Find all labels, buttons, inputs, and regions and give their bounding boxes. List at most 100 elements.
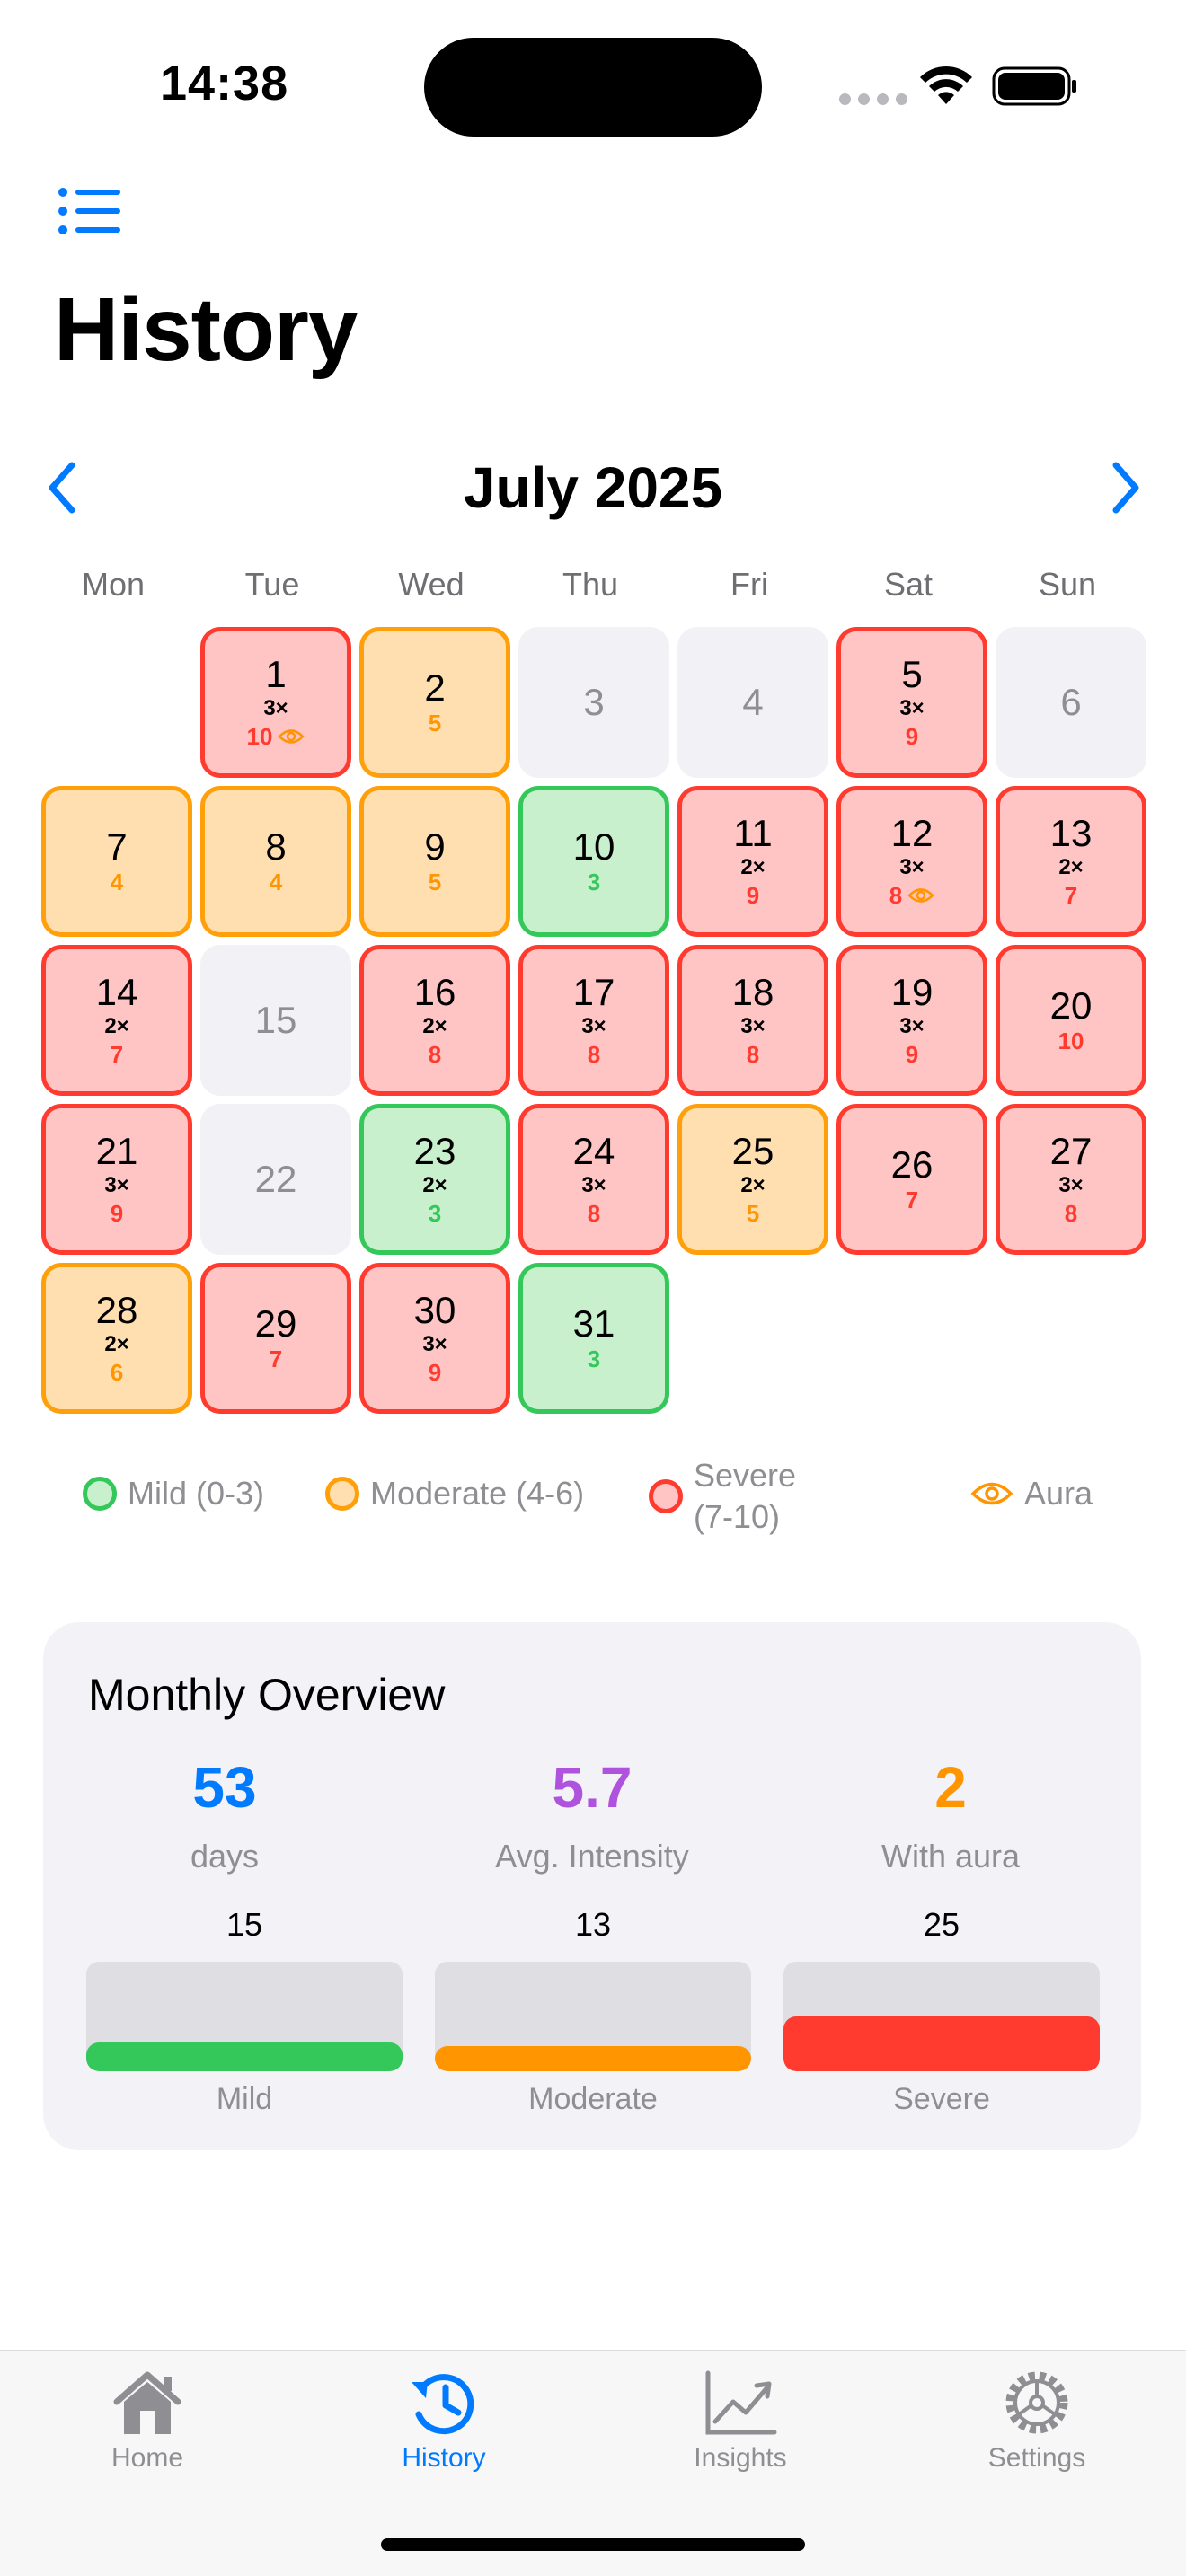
chart-trend-icon xyxy=(705,2370,777,2435)
calendar-day-3[interactable]: 3 xyxy=(518,627,669,778)
legend-mild: Mild (0-3) xyxy=(83,1475,264,1513)
stat-days: 53 days xyxy=(63,1755,386,1875)
tab-history[interactable]: History xyxy=(354,2368,534,2474)
stat-label: With aura xyxy=(881,1838,1021,1875)
calendar-day-10[interactable]: 10 3 xyxy=(518,786,669,937)
intensity-value: 7 xyxy=(905,1187,919,1213)
intensity-value: 5 xyxy=(428,710,442,737)
calendar-day-1[interactable]: 1 3× 10 xyxy=(200,627,351,778)
calendar-day-27[interactable]: 27 3× 8 xyxy=(996,1104,1146,1255)
intensity-score: 4 xyxy=(270,868,282,896)
legend-severe-range: (7-10) xyxy=(694,1498,781,1535)
calendar-day-25[interactable]: 25 2× 5 xyxy=(677,1104,828,1255)
weekday-label: Fri xyxy=(730,566,768,603)
intensity-score: 5 xyxy=(747,1199,759,1228)
tab-home[interactable]: Home xyxy=(58,2368,237,2474)
day-number: 31 xyxy=(572,1302,615,1345)
calendar-day-17[interactable]: 17 3× 8 xyxy=(518,945,669,1096)
bar-severe: 25 Severe xyxy=(783,1906,1100,2117)
tab-label: Home xyxy=(111,2443,184,2473)
tab-insights[interactable]: Insights xyxy=(651,2368,830,2474)
calendar-day-5[interactable]: 5 3× 9 xyxy=(836,627,987,778)
list-menu-button[interactable] xyxy=(58,187,122,235)
calendar-day-4[interactable]: 4 xyxy=(677,627,828,778)
day-number: 16 xyxy=(413,971,456,1013)
tab-settings[interactable]: Settings xyxy=(947,2368,1127,2474)
calendar-day-16[interactable]: 16 2× 8 xyxy=(359,945,510,1096)
episode-count: 3× xyxy=(740,1014,766,1038)
day-number: 6 xyxy=(1060,681,1082,723)
calendar-day-11[interactable]: 11 2× 9 xyxy=(677,786,828,937)
bar-fill xyxy=(435,2045,751,2071)
calendar-day-22[interactable]: 22 xyxy=(200,1104,351,1255)
intensity-value: 8 xyxy=(746,1041,760,1068)
home-indicator xyxy=(381,2538,805,2551)
stat-label: days xyxy=(190,1838,260,1875)
calendar-day-19[interactable]: 19 3× 9 xyxy=(836,945,987,1096)
day-number: 21 xyxy=(95,1130,138,1172)
calendar-day-13[interactable]: 13 2× 7 xyxy=(996,786,1146,937)
calendar-day-30[interactable]: 30 3× 9 xyxy=(359,1263,510,1414)
calendar-day-20[interactable]: 20 10 xyxy=(996,945,1146,1096)
intensity-value: 7 xyxy=(1064,882,1078,909)
day-number: 12 xyxy=(890,812,934,854)
calendar-day-28[interactable]: 28 2× 6 xyxy=(41,1263,192,1414)
calendar-day-26[interactable]: 26 7 xyxy=(836,1104,987,1255)
intensity-score: 6 xyxy=(111,1358,123,1387)
episode-count: 2× xyxy=(740,855,766,879)
calendar-grid: 1 3× 10 2 5 3 4 5 3× 9 6 7 4 8 4 9 5 10 3 11 2× 9 12 3× 8 13 2× 7 14… xyxy=(41,627,1146,1414)
episode-count: 2× xyxy=(740,1173,766,1197)
calendar-day-15[interactable]: 15 xyxy=(200,945,351,1096)
day-number: 4 xyxy=(742,681,764,723)
bar-track xyxy=(435,1962,751,2071)
bar-track xyxy=(86,1962,403,2071)
legend-aura: Aura xyxy=(970,1475,1093,1513)
intensity-value: 9 xyxy=(905,1041,919,1068)
intensity-value: 5 xyxy=(428,869,442,895)
calendar-day-24[interactable]: 24 3× 8 xyxy=(518,1104,669,1255)
day-number: 28 xyxy=(95,1289,138,1331)
intensity-score: 7 xyxy=(270,1345,282,1373)
day-number: 7 xyxy=(106,825,128,868)
intensity-score: 9 xyxy=(429,1358,441,1387)
status-bar: 14:38 xyxy=(0,0,1186,171)
day-number: 13 xyxy=(1049,812,1093,854)
calendar-day-14[interactable]: 14 2× 7 xyxy=(41,945,192,1096)
intensity-value: 8 xyxy=(587,1200,601,1227)
episode-count: 2× xyxy=(422,1173,447,1197)
intensity-score: 3 xyxy=(588,868,600,896)
intensity-score: 8 xyxy=(747,1040,759,1069)
calendar-day-6[interactable]: 6 xyxy=(996,627,1146,778)
calendar-day-18[interactable]: 18 3× 8 xyxy=(677,945,828,1096)
gear-icon xyxy=(1005,2371,1068,2434)
intensity-value: 4 xyxy=(269,869,283,895)
calendar-day-21[interactable]: 21 3× 9 xyxy=(41,1104,192,1255)
status-time: 14:38 xyxy=(160,57,289,110)
intensity-value: 9 xyxy=(428,1359,442,1386)
clock-history-icon xyxy=(412,2374,474,2435)
weekday-header: Mon Tue Wed Thu Fri Sat Sun xyxy=(38,566,1148,611)
day-number: 20 xyxy=(1049,984,1093,1027)
intensity-score: 10 xyxy=(247,722,305,751)
calendar-day-23[interactable]: 23 2× 3 xyxy=(359,1104,510,1255)
intensity-value: 9 xyxy=(905,723,919,750)
legend-moderate-label: Moderate (4-6) xyxy=(370,1475,585,1512)
legend-moderate: Moderate (4-6) xyxy=(325,1475,584,1513)
episode-count: 3× xyxy=(581,1014,606,1038)
previous-month-button[interactable] xyxy=(36,456,90,519)
tab-label: Insights xyxy=(694,2443,787,2473)
intensity-value: 4 xyxy=(110,869,124,895)
next-month-button[interactable] xyxy=(1098,456,1152,519)
episode-count: 3× xyxy=(581,1173,606,1197)
episode-count: 2× xyxy=(422,1014,447,1038)
eye-icon xyxy=(907,888,935,903)
intensity-score: 7 xyxy=(111,1040,123,1069)
calendar-day-29[interactable]: 29 7 xyxy=(200,1263,351,1414)
tab-label: History xyxy=(402,2443,486,2473)
calendar-day-31[interactable]: 31 3 xyxy=(518,1263,669,1414)
calendar-day-12[interactable]: 12 3× 8 xyxy=(836,786,987,937)
